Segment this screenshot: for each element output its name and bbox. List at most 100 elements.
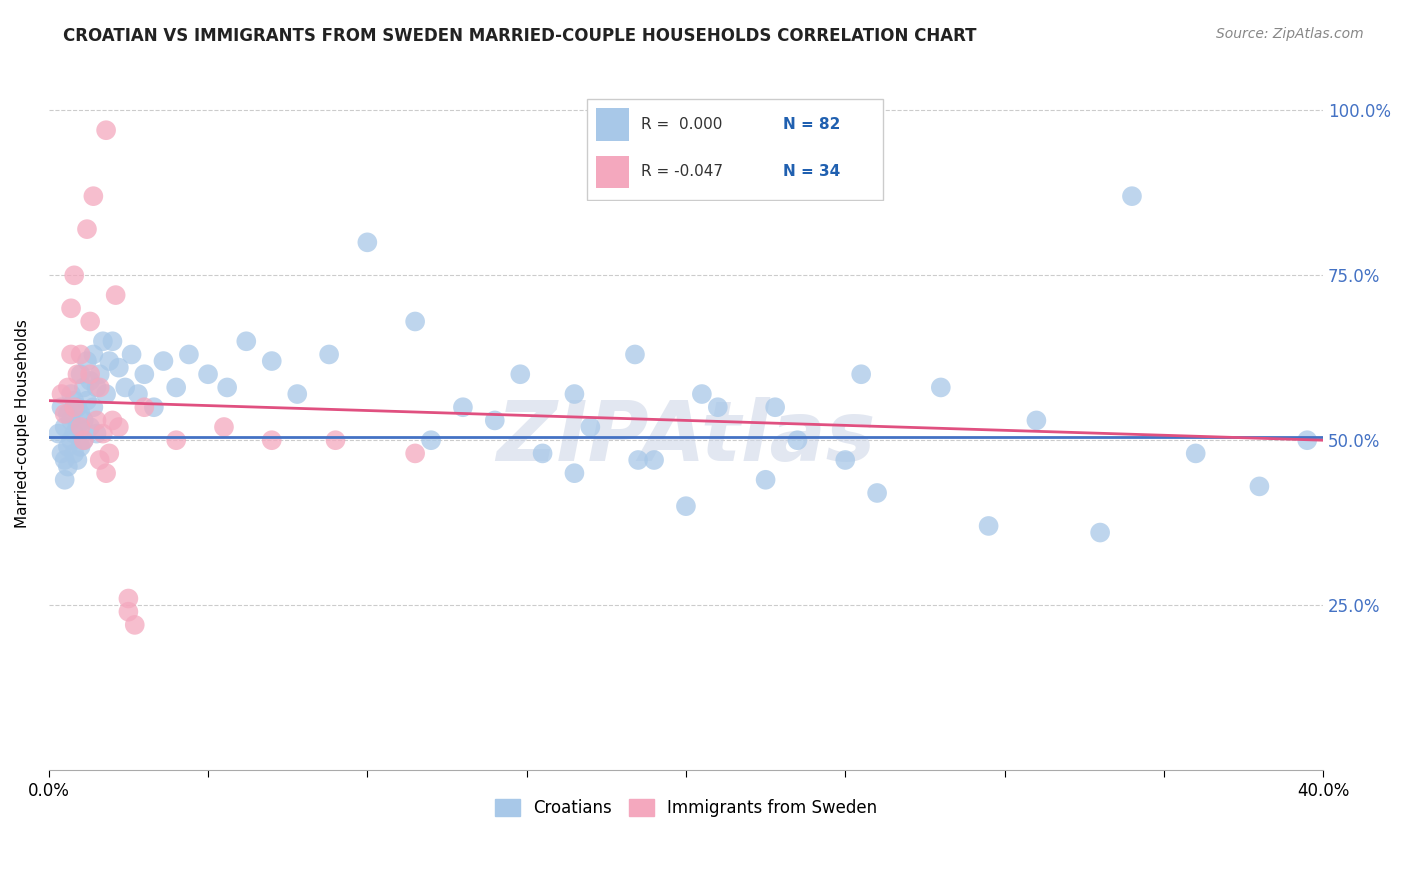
Bar: [596, 108, 628, 141]
Point: [51, 387, 73, 401]
Point: [134, 401, 156, 415]
Point: [66, 368, 89, 382]
Point: [627, 453, 650, 467]
Point: [89, 368, 111, 382]
Point: [108, 360, 131, 375]
Point: [165, 434, 187, 448]
Point: [73, 434, 96, 448]
Point: [564, 387, 586, 401]
Point: [177, 347, 200, 361]
Point: [1249, 479, 1271, 493]
Point: [763, 401, 786, 415]
Point: [69, 420, 91, 434]
Point: [51, 401, 73, 415]
Point: [53, 407, 76, 421]
Point: [82, 347, 104, 361]
Point: [63, 401, 86, 415]
Point: [69, 368, 91, 382]
Y-axis label: Married-couple Households: Married-couple Households: [15, 319, 30, 528]
Point: [707, 401, 730, 415]
FancyBboxPatch shape: [586, 99, 883, 200]
Point: [108, 420, 131, 434]
Point: [531, 446, 554, 460]
Point: [89, 453, 111, 467]
Point: [91, 334, 114, 349]
Text: CROATIAN VS IMMIGRANTS FROM SWEDEN MARRIED-COUPLE HOUSEHOLDS CORRELATION CHART: CROATIAN VS IMMIGRANTS FROM SWEDEN MARRI…: [63, 27, 977, 45]
Point: [849, 368, 872, 382]
Point: [73, 434, 96, 448]
Point: [127, 387, 149, 401]
Point: [484, 413, 506, 427]
Point: [977, 519, 1000, 533]
Point: [63, 446, 86, 460]
Text: R = -0.047: R = -0.047: [641, 164, 723, 179]
Point: [86, 380, 108, 394]
Point: [260, 434, 283, 448]
Point: [94, 123, 117, 137]
Point: [60, 434, 83, 448]
Point: [142, 401, 165, 415]
Point: [60, 387, 83, 401]
Point: [89, 380, 111, 394]
Point: [76, 222, 98, 236]
Point: [117, 605, 139, 619]
Point: [152, 354, 174, 368]
Point: [66, 420, 89, 434]
Point: [675, 499, 697, 513]
Point: [66, 401, 89, 415]
Point: [98, 446, 121, 460]
Point: [1296, 434, 1319, 448]
Point: [325, 434, 347, 448]
Point: [579, 420, 602, 434]
Point: [564, 466, 586, 480]
Point: [56, 440, 79, 454]
Point: [1121, 189, 1143, 203]
Point: [51, 446, 73, 460]
Point: [79, 368, 101, 382]
Text: ZIPAtlas: ZIPAtlas: [496, 397, 876, 478]
Point: [53, 420, 76, 434]
Point: [94, 387, 117, 401]
Point: [356, 235, 378, 250]
Point: [56, 407, 79, 421]
Point: [285, 387, 308, 401]
Point: [94, 466, 117, 480]
Point: [60, 347, 83, 361]
Point: [86, 426, 108, 441]
Point: [79, 374, 101, 388]
Legend: Croatians, Immigrants from Sweden: Croatians, Immigrants from Sweden: [488, 792, 884, 824]
Point: [76, 354, 98, 368]
Text: N = 34: N = 34: [783, 164, 841, 179]
Point: [79, 314, 101, 328]
Point: [104, 288, 127, 302]
Point: [834, 453, 856, 467]
Point: [46, 426, 69, 441]
Point: [117, 591, 139, 606]
Point: [63, 426, 86, 441]
Point: [866, 486, 889, 500]
Point: [63, 393, 86, 408]
Point: [212, 420, 235, 434]
Point: [76, 393, 98, 408]
Point: [73, 380, 96, 394]
Point: [56, 380, 79, 394]
Point: [53, 453, 76, 467]
Point: [404, 314, 426, 328]
Point: [624, 347, 647, 361]
Point: [114, 380, 136, 394]
Point: [60, 301, 83, 316]
Point: [82, 189, 104, 203]
Point: [63, 268, 86, 283]
Bar: [596, 155, 628, 188]
Point: [755, 473, 778, 487]
Point: [56, 459, 79, 474]
Point: [451, 401, 474, 415]
Point: [69, 407, 91, 421]
Point: [260, 354, 283, 368]
Point: [73, 413, 96, 427]
Point: [82, 401, 104, 415]
Point: [134, 368, 156, 382]
Point: [786, 434, 808, 448]
Text: Source: ZipAtlas.com: Source: ZipAtlas.com: [1216, 27, 1364, 41]
Point: [86, 413, 108, 427]
